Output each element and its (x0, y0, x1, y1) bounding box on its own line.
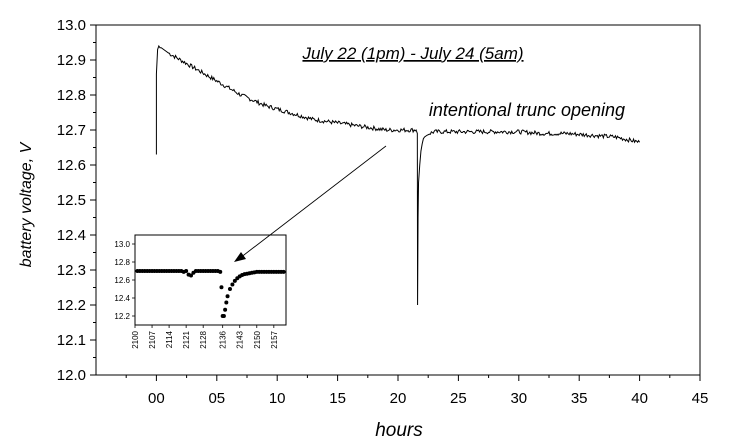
inset-point (281, 269, 286, 274)
inset-y-tick-label: 12.8 (114, 258, 130, 267)
x-tick-label: 25 (450, 390, 467, 407)
y-tick-label: 12.7 (57, 122, 86, 139)
y-tick-label: 12.8 (57, 87, 86, 104)
main-axes (90, 24, 701, 381)
x-tick-label: 05 (208, 390, 225, 407)
y-tick-label: 12.6 (57, 157, 86, 174)
inset-x-tick-label: 2143 (236, 330, 245, 348)
inset-x-tick-label: 2157 (270, 330, 279, 348)
inset-tick-labels: 2100 2107 2114 2121 2128 2136 2143 2150 2157 12.2… (114, 240, 278, 349)
inset-y-tick-label: 12.4 (114, 294, 130, 303)
x-tick-label: 10 (269, 390, 286, 407)
inset-point (230, 282, 235, 287)
y-tick-label: 13.0 (57, 17, 86, 34)
x-tick-label: 15 (329, 390, 346, 407)
x-tick-label: 40 (631, 390, 648, 407)
y-tick-label: 12.9 (57, 52, 86, 69)
inset-point (219, 285, 224, 290)
inset-point (184, 269, 189, 273)
inset-x-tick-label: 2128 (199, 330, 208, 348)
inset-x-tick-label: 2114 (165, 330, 174, 348)
annotation-arrow (239, 145, 387, 259)
y-tick-label: 12.4 (57, 227, 86, 244)
inset-point (218, 269, 223, 274)
voltage-series-line (155, 44, 641, 306)
inset-y-tick-label: 12.2 (114, 312, 130, 321)
inset-point (232, 278, 237, 283)
inset-points (135, 269, 286, 318)
x-axis-title: hours (375, 420, 423, 441)
x-tick-label: 20 (390, 390, 407, 407)
inset-x-tick-label: 2100 (131, 330, 140, 348)
inset-frame (134, 234, 287, 326)
inset-y-tick-label: 13.0 (114, 240, 130, 249)
y-tick-label: 12.2 (57, 297, 86, 314)
x-tick-label: 30 (510, 390, 527, 407)
x-tick-label: 00 (148, 390, 165, 407)
inset-x-tick-label: 2121 (182, 330, 191, 348)
y-tick-label: 12.3 (57, 262, 86, 279)
inset-y-tick-label: 12.6 (114, 276, 130, 285)
inset-point (227, 287, 232, 291)
arrow-head (234, 252, 246, 262)
inset-x-tick-label: 2150 (253, 330, 262, 348)
x-tick-label: 35 (571, 390, 588, 407)
inset-point (223, 307, 228, 312)
annotation-trunc-opening: intentional trunc opening (429, 100, 625, 120)
x-tick-label: 45 (692, 390, 709, 407)
chart-title: July 22 (1pm) - July 24 (5am) (301, 44, 523, 63)
y-axis-title: battery voltage, V (18, 141, 35, 267)
y-tick-label: 12.5 (57, 192, 86, 209)
inset-point (225, 294, 230, 299)
inset-x-tick-label: 2136 (219, 330, 228, 348)
inset-axes (132, 234, 287, 328)
inset-point (221, 314, 226, 318)
main-tick-labels: 00 05 10 15 20 25 30 35 40 45 12.0 12.1 12.2 12.3 12.4… (57, 17, 709, 407)
y-tick-label: 12.1 (57, 332, 86, 349)
inset-x-tick-label: 2107 (148, 330, 157, 348)
inset-point (189, 273, 194, 278)
inset-point (224, 300, 229, 305)
y-tick-label: 12.0 (57, 367, 86, 384)
